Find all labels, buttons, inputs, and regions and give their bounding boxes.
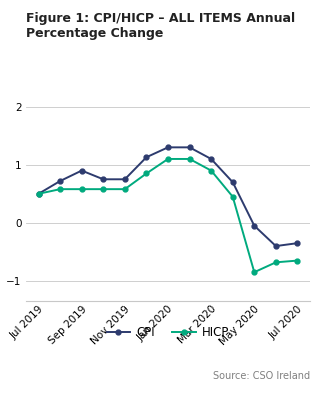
CPI [123, 177, 127, 182]
HICP [101, 187, 105, 192]
CPI [145, 155, 148, 160]
HICP [296, 258, 300, 263]
Text: Source: CSO Ireland: Source: CSO Ireland [213, 371, 310, 381]
CPI [80, 168, 84, 173]
HICP [58, 187, 62, 192]
CPI [166, 145, 170, 150]
HICP [209, 168, 213, 173]
HICP [252, 270, 256, 274]
HICP [123, 187, 127, 192]
CPI [101, 177, 105, 182]
Text: Figure 1: CPI/HICP – ALL ITEMS Annual
Percentage Change: Figure 1: CPI/HICP – ALL ITEMS Annual Pe… [26, 12, 295, 40]
CPI [274, 244, 278, 248]
HICP [166, 156, 170, 161]
HICP [188, 156, 191, 161]
CPI [188, 145, 191, 150]
Line: CPI: CPI [36, 145, 300, 248]
Line: HICP: HICP [36, 156, 300, 275]
HICP [274, 260, 278, 265]
CPI [58, 179, 62, 184]
HICP [80, 187, 84, 192]
CPI [231, 180, 235, 184]
CPI [36, 192, 40, 196]
CPI [209, 156, 213, 161]
HICP [36, 192, 40, 196]
Legend: CPI, HICP: CPI, HICP [102, 321, 234, 344]
HICP [145, 171, 148, 176]
HICP [231, 194, 235, 199]
CPI [296, 241, 300, 246]
CPI [252, 223, 256, 228]
